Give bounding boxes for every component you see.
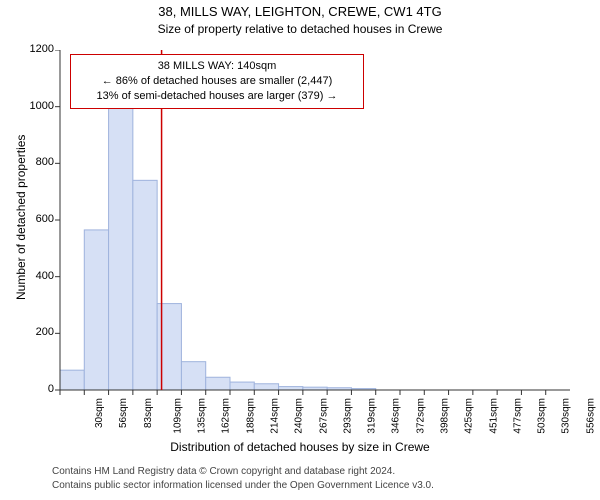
x-axis-label: Distribution of detached houses by size … [0,440,600,454]
y-tick-label: 0 [20,383,54,395]
y-tick-label: 1200 [20,43,54,55]
y-tick-label: 800 [20,156,54,168]
footer-line2: Contains public sector information licen… [52,480,434,491]
x-tick-label: 83sqm [143,398,154,428]
x-tick-label: 188sqm [245,398,256,434]
x-tick-label: 56sqm [118,398,129,428]
x-tick-label: 240sqm [294,398,305,434]
x-tick-label: 346sqm [391,398,402,434]
x-tick-label: 451sqm [488,398,499,434]
x-tick-label: 30sqm [94,398,105,428]
x-tick-label: 372sqm [415,398,426,434]
x-tick-label: 135sqm [197,398,208,434]
x-tick-label: 293sqm [342,398,353,434]
x-tick-label: 319sqm [367,398,378,434]
chart-subtitle: Size of property relative to detached ho… [0,22,600,36]
annotation-line3: 13% of semi-detached houses are larger (… [77,89,357,104]
x-tick-label: 530sqm [561,398,572,434]
x-tick-label: 109sqm [172,398,183,434]
x-tick-label: 556sqm [585,398,596,434]
x-tick-label: 162sqm [221,398,232,434]
annotation-line1: 38 MILLS WAY: 140sqm [77,59,357,74]
y-tick-label: 200 [20,326,54,338]
y-tick-label: 600 [20,213,54,225]
x-tick-label: 398sqm [440,398,451,434]
x-tick-label: 425sqm [464,398,475,434]
chart-title: 38, MILLS WAY, LEIGHTON, CREWE, CW1 4TG [0,4,600,19]
x-tick-label: 503sqm [537,398,548,434]
y-tick-label: 400 [20,270,54,282]
x-tick-label: 214sqm [270,398,281,434]
annotation-box: 38 MILLS WAY: 140sqm ← 86% of detached h… [70,54,364,109]
footer-line1: Contains HM Land Registry data © Crown c… [52,466,395,477]
x-tick-label: 267sqm [318,398,329,434]
annotation-line2: ← 86% of detached houses are smaller (2,… [77,74,357,89]
x-tick-label: 477sqm [512,398,523,434]
y-tick-label: 1000 [20,100,54,112]
